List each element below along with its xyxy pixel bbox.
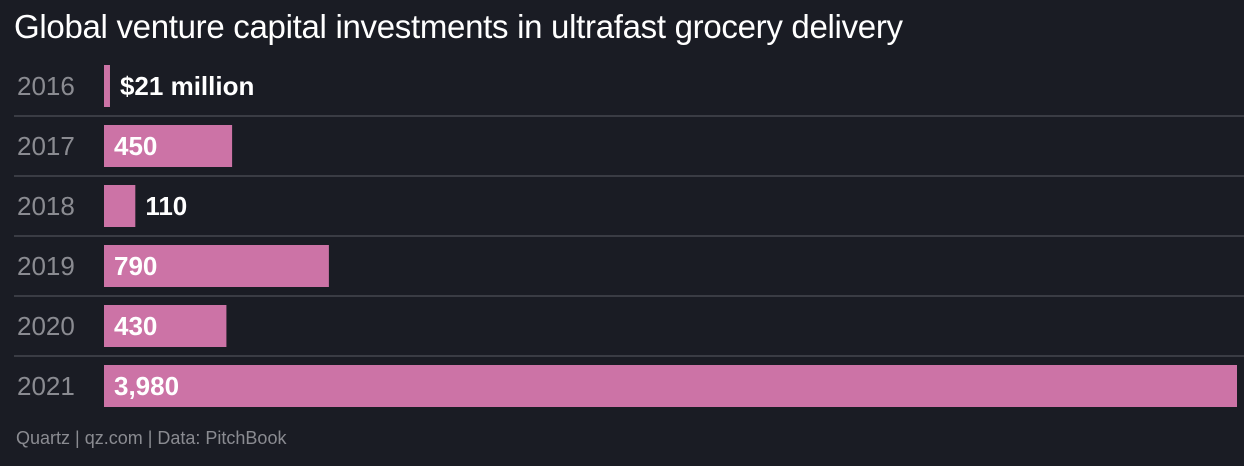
year-label: 2019 — [17, 251, 75, 281]
value-label: 450 — [114, 131, 157, 161]
bar-2018 — [104, 185, 136, 227]
year-label: 2021 — [17, 371, 75, 401]
bar-2021 — [104, 365, 1237, 407]
year-label: 2018 — [17, 191, 75, 221]
bar-2019 — [104, 245, 329, 287]
bar-2016 — [104, 65, 110, 107]
value-label: 790 — [114, 251, 157, 281]
value-label: 3,980 — [114, 371, 179, 401]
value-label: 110 — [145, 191, 187, 221]
source-note: Quartz | qz.com | Data: PitchBook — [16, 428, 287, 448]
value-label: $21 million — [120, 71, 254, 101]
year-label: 2016 — [17, 71, 75, 101]
bar-2020 — [104, 305, 227, 347]
value-label: 430 — [114, 311, 157, 341]
bar-rows: 2016 $21 million 2017 450 2018 110 2019 790 2020… — [14, 65, 1244, 407]
chart-title: Global venture capital investments in ul… — [14, 8, 903, 45]
bar-2017 — [104, 125, 233, 167]
year-label: 2020 — [17, 311, 75, 341]
year-label: 2017 — [17, 131, 75, 161]
